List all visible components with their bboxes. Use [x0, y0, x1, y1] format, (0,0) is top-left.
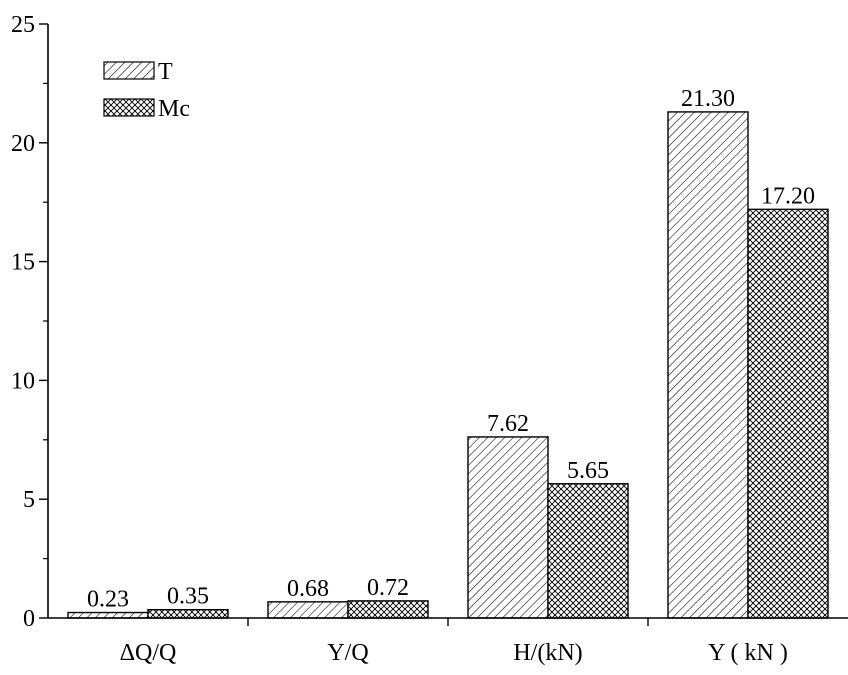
y-tick-label-3: 15: [11, 250, 35, 276]
x-tick-label-0: ΔQ/Q: [120, 640, 177, 666]
bar-t-1: [267, 601, 349, 619]
y-tick-label-0: 0: [23, 606, 35, 632]
y-tick-label-2: 10: [11, 368, 35, 394]
y-tick-label-4: 20: [11, 131, 35, 157]
data-labels-layer: 0.23 0.35 0.68 0.72 7.62 5.65 21.30 17.20: [87, 86, 815, 613]
data-label-mc-2: 5.65: [567, 458, 609, 484]
bar-mc-0: [147, 608, 229, 619]
data-label-t-1: 0.68: [287, 576, 329, 602]
x-tick-label-1: Y/Q: [327, 640, 368, 666]
x-tick-label-2: H/(kN): [513, 640, 582, 666]
bar-mc-3: [747, 208, 829, 619]
data-label-mc-0: 0.35: [167, 584, 209, 610]
axes-layer: ΔQ/Q Y/Q H/(kN) Y ( kN ) 0 5 10 15 20 25: [11, 12, 848, 666]
data-label-t-2: 7.62: [487, 411, 529, 437]
data-label-t-3: 21.30: [681, 86, 735, 112]
bar-t-3: [667, 111, 749, 619]
bar-t-0: [67, 611, 149, 619]
y-tick-label-1: 5: [23, 487, 35, 513]
y-tick-label-5: 25: [11, 12, 35, 38]
bars-layer: [67, 111, 829, 619]
legend: T Mc: [103, 59, 190, 122]
x-tick-label-3: Y ( kN ): [708, 640, 788, 666]
legend-swatch-t: [103, 61, 155, 80]
legend-label-mc: Mc: [158, 96, 190, 122]
data-label-mc-1: 0.72: [367, 575, 409, 601]
legend-label-t: T: [158, 59, 173, 85]
legend-swatch-mc: [103, 98, 155, 117]
data-label-t-0: 0.23: [87, 587, 129, 613]
bar-mc-1: [347, 600, 429, 619]
bar-t-2: [467, 436, 549, 619]
bar-mc-2: [547, 483, 629, 619]
data-label-mc-3: 17.20: [761, 183, 815, 209]
